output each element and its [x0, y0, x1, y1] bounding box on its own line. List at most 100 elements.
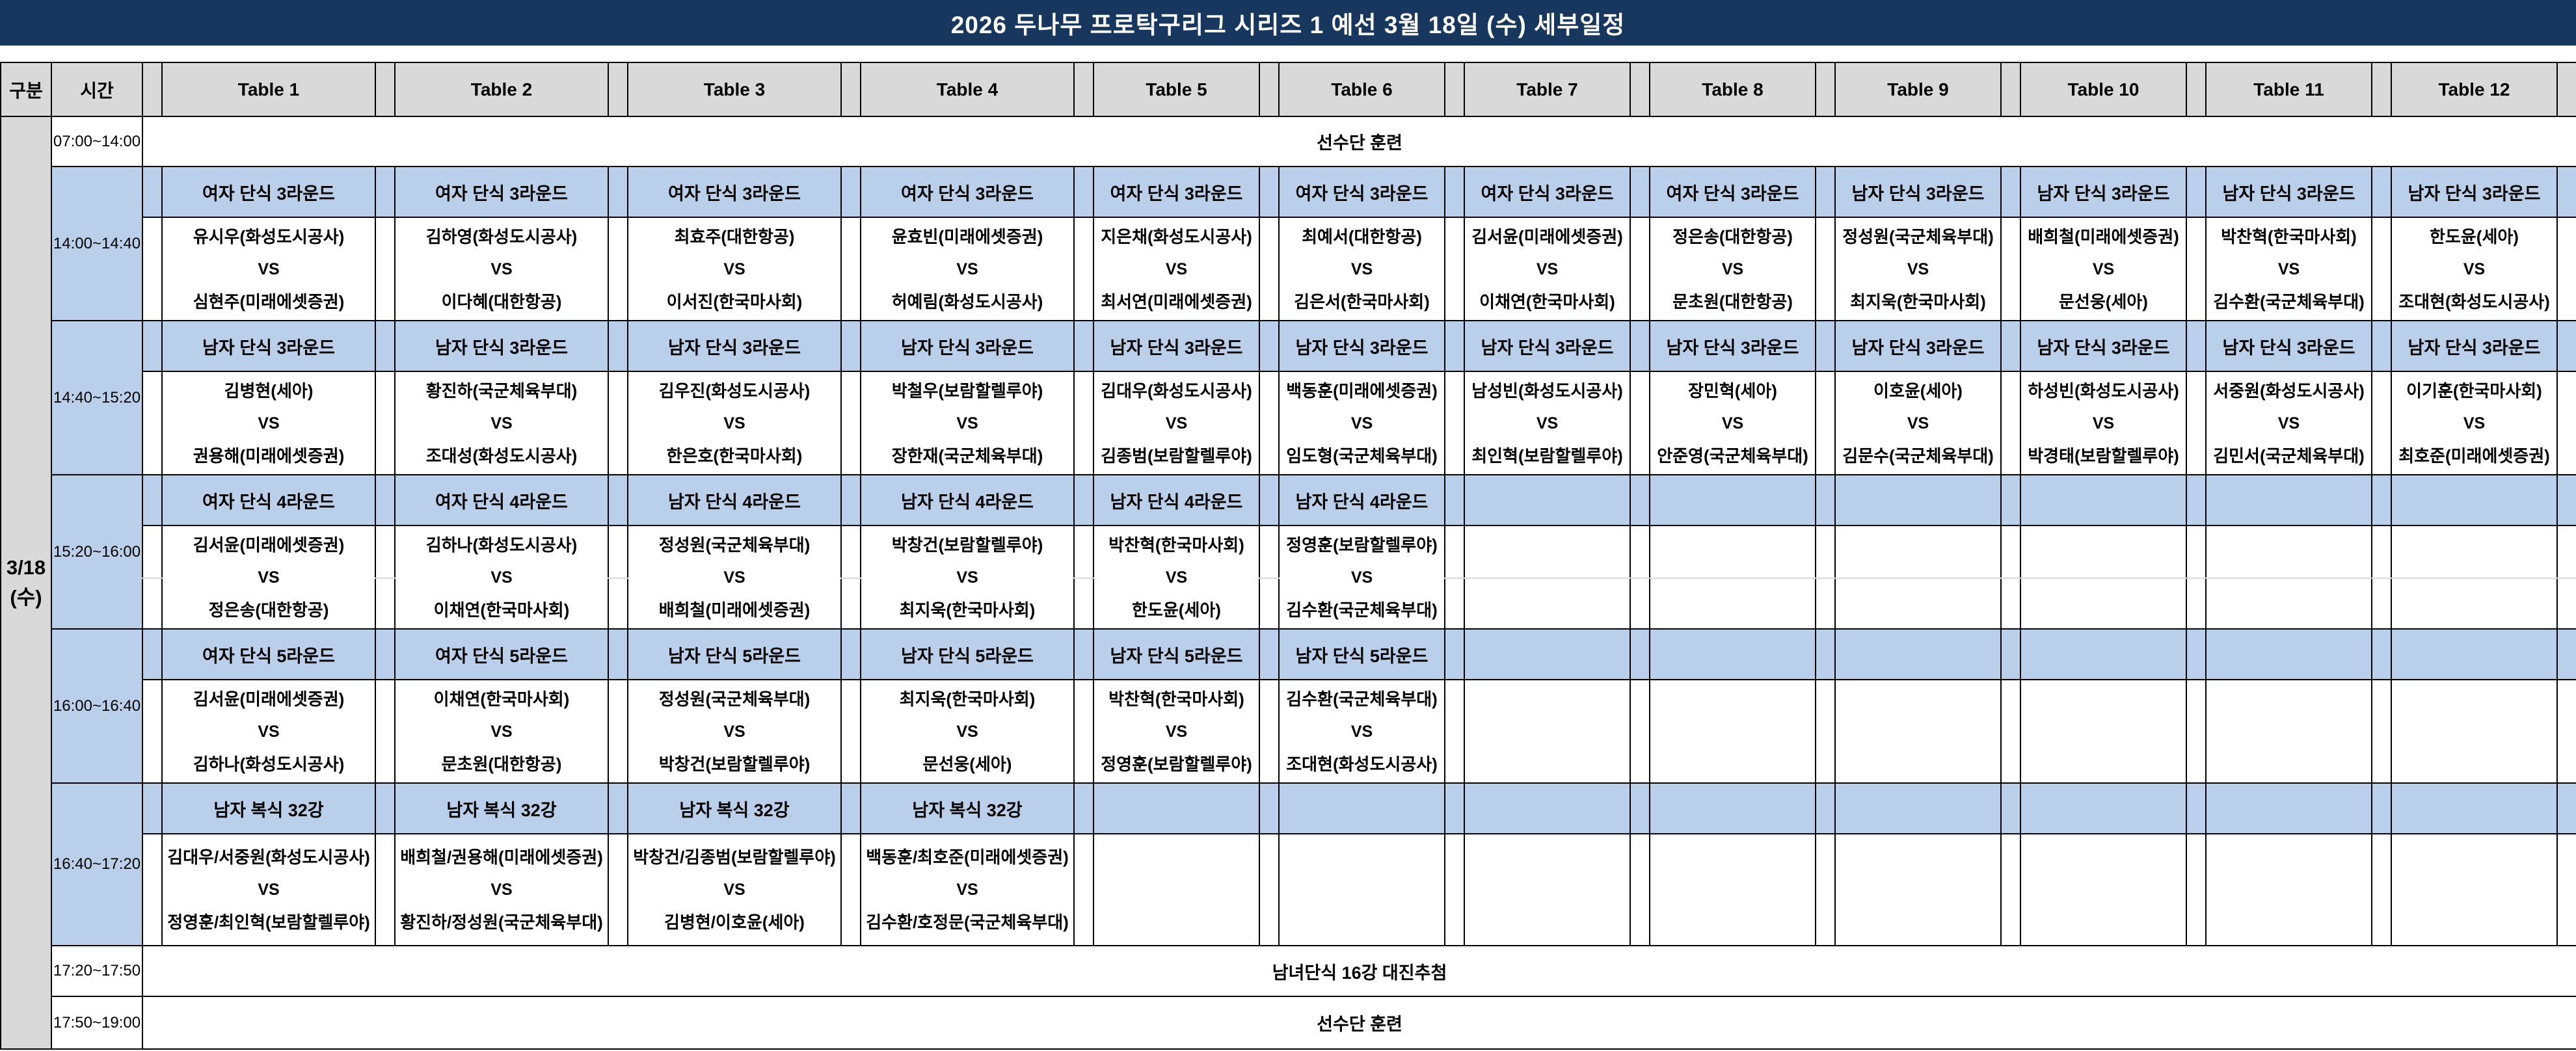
session-label-cell: 남자 단식 3라운드 [1093, 320, 1260, 372]
player2: 박경태(보람할렐루야) [2028, 446, 2179, 466]
match-cell: 이채연(한국마사회) VS 문초원(대한항공) [394, 680, 609, 784]
player1: 한도윤(세아) [2430, 226, 2519, 246]
spacer-cell [1259, 680, 1280, 784]
player1: 김우진(화성도시공사) [658, 380, 811, 401]
spacer-cell [2556, 474, 2576, 526]
faint-gridline [142, 577, 163, 579]
spacer-cell [1259, 474, 1280, 526]
player1: 박찬혁(한국마사회) [1108, 689, 1244, 709]
spacer-cell [2000, 217, 2021, 321]
spacer-cell [2371, 782, 2392, 834]
table-column-header: Table 11 [2205, 62, 2372, 117]
session-label-cell: 남자 복식 32강 [860, 782, 1075, 834]
vs-label: VS [956, 722, 978, 741]
player1: 백동훈(미래에셋증권) [1286, 380, 1438, 401]
session-label-cell [1649, 782, 1816, 834]
match-cell [2391, 834, 2558, 946]
session-label-cell [2391, 782, 2558, 834]
session-label-cell: 남자 복식 32강 [161, 782, 376, 834]
vs-label: VS [2092, 259, 2115, 278]
player1: 김대우(화성도시공사) [1101, 380, 1252, 401]
spacer-cell [375, 680, 396, 784]
vs-label: VS [490, 722, 513, 741]
page-title: 2026 두나무 프로탁구리그 시리즈 1 예선 3월 18일 (수) 세부일정 [0, 0, 2576, 46]
spacer-cell [142, 217, 163, 321]
match-cell: 백동훈/최호준(미래에셋증권) VS 김수환/호정문(국군체육부대) [860, 834, 1075, 946]
spacer-cell [1444, 217, 1465, 321]
match-cell: 정성원(국군체육부대) VS 배희철(미래에셋증권) [627, 526, 842, 630]
spacer-cell [1259, 166, 1280, 218]
spacer-cell [375, 628, 396, 680]
match-cell: 배희철/권용해(미래에셋증권) VS 황진하/정성원(국군체육부대) [394, 834, 609, 946]
match-cell: 윤효빈(미래에셋증권) VS 허예림(화성도시공사) [860, 217, 1075, 321]
spacer-cell [2186, 474, 2207, 526]
match-cell [1834, 680, 2002, 784]
session-label-row: 16:40~17:20 남자 복식 32강 남자 복식 32강 남자 복식 32강 남자… [1, 782, 2576, 946]
session-label-cell [1464, 474, 1631, 526]
player1: 최효주(대한항공) [674, 226, 795, 246]
spacer-cell [2000, 834, 2021, 946]
spacer-cell [2371, 320, 2392, 372]
title-gap [0, 46, 2576, 62]
spacer-cell [142, 371, 163, 475]
table-header-row: 구분 시간 Table 1 Table 2 Table 3 Table 4 Table 5 T… [0, 62, 2576, 117]
spacer-cell [1073, 782, 1094, 834]
player1: 박찬혁(한국마사회) [1108, 535, 1244, 555]
match-cell [2020, 680, 2187, 784]
vs-label: VS [1350, 568, 1373, 587]
match-cell [2205, 834, 2372, 946]
spacer-cell [608, 782, 628, 834]
vs-label: VS [1536, 259, 1559, 278]
spacer-cell [1815, 371, 1836, 475]
spacer-cell [1444, 474, 1465, 526]
vs-label: VS [1350, 259, 1373, 278]
spacer-cell [2556, 834, 2576, 946]
spacer-cell [1815, 834, 1836, 946]
player1: 김수환(국군체육부대) [1286, 689, 1438, 709]
table-column-header: Table 7 [1464, 62, 1631, 117]
spacer-cell [1259, 320, 1280, 372]
session-label-cell [1464, 782, 1631, 834]
vs-label: VS [723, 259, 745, 278]
session-label-cell: 남자 단식 5라운드 [627, 628, 842, 680]
vs-label: VS [1165, 259, 1188, 278]
spacer-header-cell [840, 62, 861, 117]
session-label-cell: 남자 단식 4라운드 [1278, 474, 1445, 526]
spacer-cell [375, 834, 396, 946]
faint-gridline [1073, 577, 1094, 579]
session-label-cell: 여자 단식 5라운드 [394, 628, 609, 680]
spacer-cell [840, 166, 861, 218]
full-span-row: 17:20~17:50 남녀단식 16강 대진추첨 [1, 945, 2576, 997]
player1: 최지욱(한국마사회) [899, 689, 1036, 709]
time-cell: 17:50~19:00 [51, 996, 143, 1050]
spacer-cell [608, 680, 628, 784]
spacer-cell [608, 217, 628, 321]
match-cell: 박찬혁(한국마사회) VS 김수환(국군체육부대) [2205, 217, 2372, 321]
vs-label: VS [490, 414, 513, 432]
spacer-cell [2000, 526, 2021, 630]
player1: 김서윤(미래에셋증권) [193, 689, 345, 709]
spacer-cell [2556, 320, 2576, 372]
spacer-cell [1073, 526, 1094, 630]
session-label-cell: 남자 단식 3라운드 [1649, 320, 1816, 372]
spacer-cell [1259, 834, 1280, 946]
match-row: 김서윤(미래에셋증권) VS 정은송(대한항공) 김하나(화성도시공사) VS 이채연(한… [1, 526, 2576, 630]
match-cell: 박창건/김종범(보람할렐루야) VS 김병현/이호윤(세아) [627, 834, 842, 946]
session-label-cell: 남자 단식 3라운드 [2391, 166, 2558, 218]
spacer-cell [375, 166, 396, 218]
session-label-cell: 남자 단식 3라운드 [2391, 320, 2558, 372]
spacer-cell [1073, 166, 1094, 218]
spacer-cell [142, 320, 163, 372]
time-cell: 16:40~17:20 [51, 782, 143, 946]
match-cell [1464, 834, 1631, 946]
spacer-cell [1630, 320, 1650, 372]
spacer-cell [2000, 166, 2021, 218]
spacer-cell [2556, 628, 2576, 680]
match-cell [1093, 834, 1260, 946]
faint-gridline [1649, 577, 1816, 579]
player1: 김서윤(미래에셋증권) [193, 535, 345, 555]
player1: 김대우/서중원(화성도시공사) [167, 847, 370, 867]
match-cell [1834, 834, 2002, 946]
match-row: 김대우/서중원(화성도시공사) VS 정영훈/최인혁(보람할렐루야) 배희철/권용해(… [1, 834, 2576, 946]
session-label-cell [2205, 474, 2372, 526]
